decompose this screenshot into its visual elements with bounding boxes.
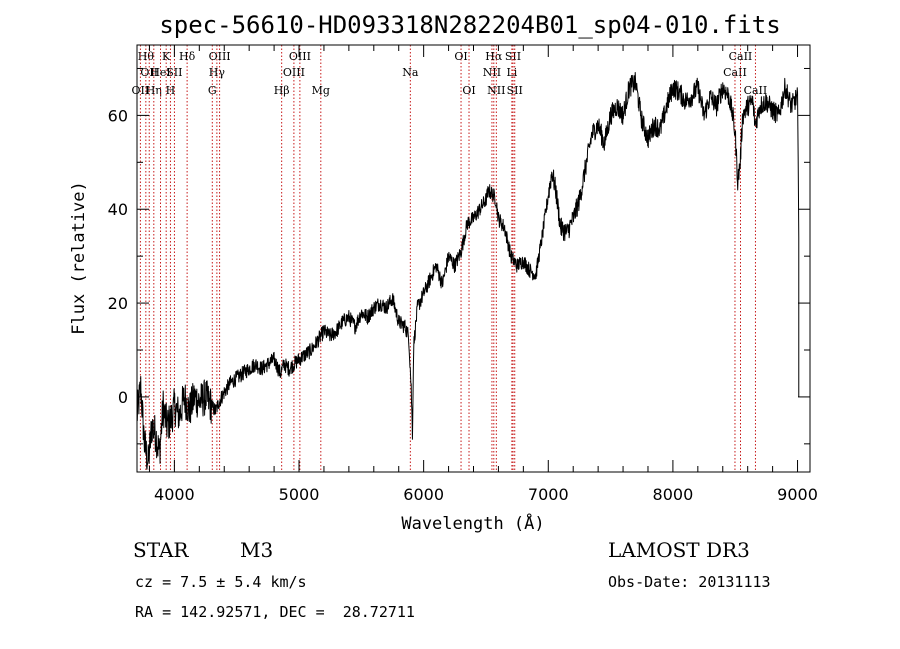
line-marker-label-12: Hβ — [274, 84, 290, 97]
line-marker-label-24: SII — [507, 84, 523, 97]
redshift-cz: cz = 7.5 ± 5.4 km/s — [135, 573, 307, 591]
line-marker-label-17: OI — [454, 50, 467, 63]
line-marker-label-21: NII — [487, 84, 505, 97]
series-0-line — [136, 72, 800, 470]
line-marker-label-19: NII — [483, 66, 501, 79]
ra-dec: RA = 142.92571, DEC = 28.72711 — [135, 603, 415, 621]
axis-ticks: 4000 5000 6000 7000 8000 9000 0 20 40 60 — [108, 45, 818, 504]
line-marker-label-25: CaII — [723, 66, 747, 79]
line-marker-label-15: Mg — [312, 84, 330, 97]
line-marker-label-27: CaII — [744, 84, 768, 97]
line-marker-label-0: Hθ — [138, 50, 155, 63]
line-marker-label-22: Li — [506, 66, 517, 79]
x-tick-label-7000: 7000 — [528, 485, 569, 504]
line-marker-label-1: OII — [140, 66, 158, 79]
y-tick-label-40: 40 — [108, 200, 128, 219]
object-class: STAR — [133, 538, 189, 562]
line-marker-label-11: OIII — [209, 50, 231, 63]
object-subclass: M3 — [240, 538, 274, 562]
line-marker-label-20: Hα — [485, 50, 503, 63]
line-marker-label-5: K — [162, 50, 171, 63]
line-marker-label-8: Hδ — [179, 50, 196, 63]
line-marker-label-6: H — [166, 84, 176, 97]
x-tick-label-5000: 5000 — [279, 485, 320, 504]
spectral-line-markers: HθOIIOIIHηHeIKHSIIHδGHγOIIIHβOIIIOIIIMgN… — [132, 45, 768, 472]
line-marker-label-18: OI — [462, 84, 475, 97]
line-marker-label-23: SII — [505, 50, 521, 63]
x-tick-label-4000: 4000 — [154, 485, 195, 504]
line-marker-label-16: Na — [402, 66, 419, 79]
line-marker-label-13: OIII — [283, 66, 305, 79]
line-marker-label-9: G — [208, 84, 217, 97]
x-tick-label-9000: 9000 — [777, 485, 818, 504]
line-marker-label-14: OIII — [289, 50, 311, 63]
line-marker-label-7: SII — [166, 66, 182, 79]
line-marker-label-2: OII — [132, 84, 150, 97]
survey-name: LAMOST DR3 — [608, 538, 750, 562]
x-tick-label-6000: 6000 — [403, 485, 444, 504]
line-marker-label-3: Hη — [146, 84, 162, 97]
y-tick-label-0: 0 — [118, 388, 128, 407]
line-marker-label-10: Hγ — [209, 66, 226, 79]
observation-date: Obs-Date: 20131113 — [608, 573, 771, 591]
line-marker-label-4: HeI — [150, 66, 170, 79]
x-tick-label-8000: 8000 — [653, 485, 694, 504]
line-marker-label-26: CaII — [729, 50, 753, 63]
series-group — [136, 72, 800, 470]
y-axis-label: Flux (relative) — [69, 181, 89, 335]
x-axis-label: Wavelength (Å) — [401, 512, 544, 534]
y-tick-label-60: 60 — [108, 106, 128, 125]
plot-frame — [136, 44, 811, 473]
chart-title: spec-56610-HD093318N282204B01_sp04-010.f… — [159, 11, 780, 39]
y-tick-label-20: 20 — [108, 294, 128, 313]
